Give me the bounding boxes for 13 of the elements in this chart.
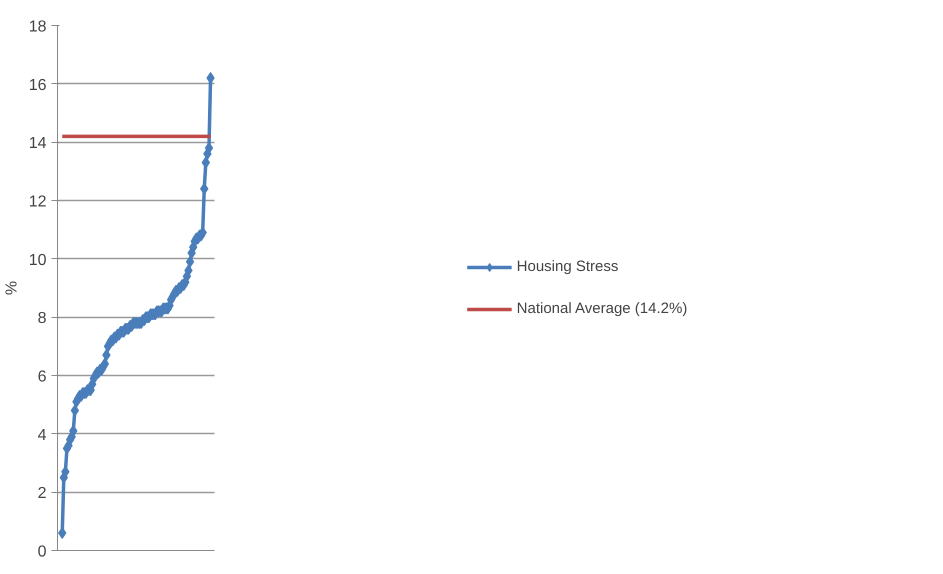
- y-tick-label: 10: [28, 252, 47, 269]
- y-tick-label: 8: [38, 310, 47, 328]
- legend-label: Housing Stress: [516, 258, 618, 275]
- y-tick-label: 2: [38, 485, 47, 502]
- legend-label: National Average (14.2%): [516, 300, 688, 317]
- y-tick-label: 18: [28, 18, 47, 36]
- y-tick-label: 4: [38, 426, 47, 444]
- y-tick-label: 14: [28, 135, 47, 152]
- y-tick-label: 12: [28, 194, 47, 210]
- y-tick-label: 16: [28, 76, 47, 94]
- y-axis-title: %: [4, 280, 21, 296]
- y-tick-label: 6: [38, 368, 47, 386]
- y-tick-label: 0: [38, 544, 47, 560]
